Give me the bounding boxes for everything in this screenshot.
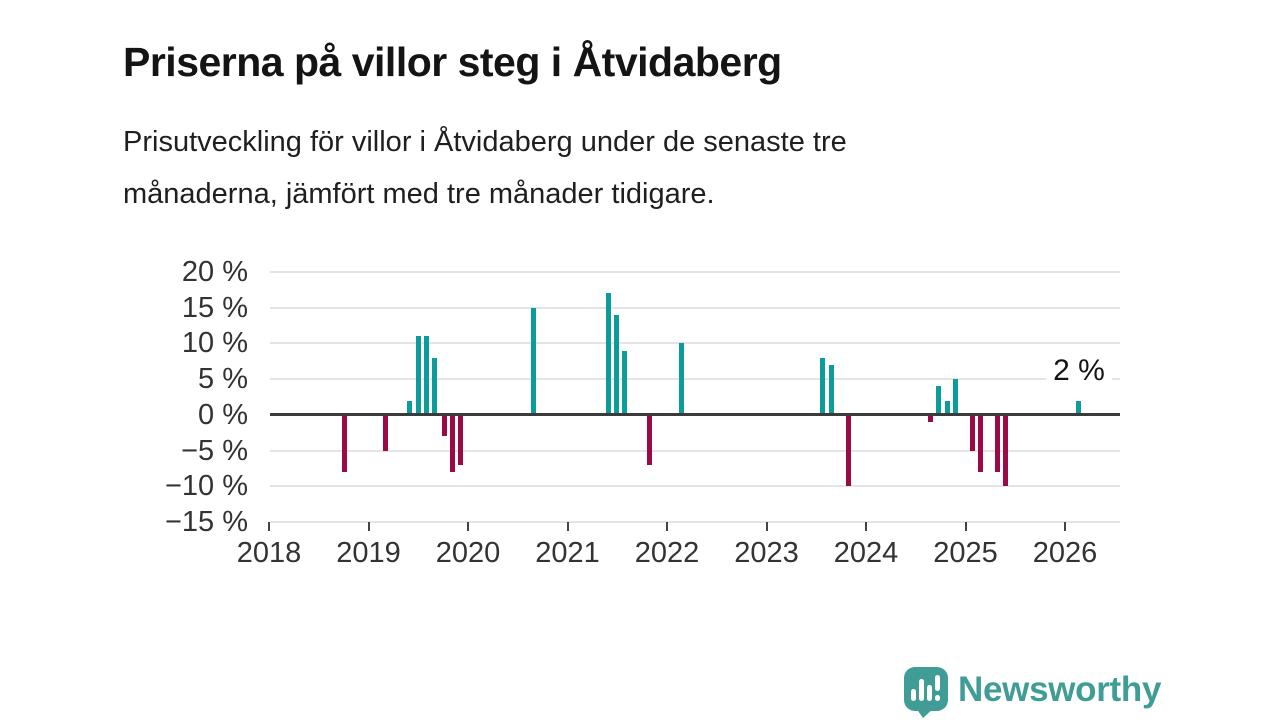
zero-baseline bbox=[270, 413, 1120, 417]
x-tick-label: 2020 bbox=[435, 537, 501, 569]
bar-positive bbox=[953, 379, 959, 415]
bar-positive bbox=[605, 293, 611, 415]
x-tick-label: 2021 bbox=[535, 537, 600, 569]
bar-negative bbox=[342, 414, 348, 472]
bar-positive bbox=[945, 400, 951, 415]
bar-negative bbox=[457, 414, 463, 465]
bar-positive bbox=[679, 343, 685, 415]
bar-positive bbox=[621, 350, 627, 415]
x-axis-tick bbox=[765, 522, 768, 531]
x-tick-label: 2019 bbox=[336, 537, 401, 569]
bar-positive bbox=[415, 336, 421, 415]
x-tick-label: 2026 bbox=[1032, 537, 1098, 569]
bar-positive bbox=[406, 400, 412, 415]
bar-negative bbox=[994, 414, 1000, 472]
x-tick-label: 2023 bbox=[734, 537, 799, 569]
bar-negative bbox=[969, 414, 975, 451]
bar-positive bbox=[936, 386, 942, 415]
x-tick-label: 2024 bbox=[833, 537, 899, 569]
y-tick-label: −10 % bbox=[164, 470, 248, 503]
y-tick-label: 5 % bbox=[198, 363, 248, 396]
bar-positive bbox=[531, 307, 537, 415]
gridline bbox=[270, 485, 1120, 488]
bar-negative bbox=[449, 414, 455, 472]
bar-positive bbox=[819, 357, 825, 415]
y-tick-label: 10 % bbox=[181, 327, 248, 360]
x-tick-label: 2022 bbox=[634, 537, 700, 569]
page-subtitle: Prisutveckling för villor i Åtvidaberg u… bbox=[123, 116, 847, 220]
x-axis-tick bbox=[467, 522, 469, 531]
bar-negative bbox=[441, 414, 447, 437]
x-axis-tick bbox=[964, 522, 967, 531]
x-tick-label: 2025 bbox=[933, 537, 998, 569]
page-title: Priserna på villor steg i Åtvidaberg bbox=[123, 39, 782, 86]
y-tick-label: 20 % bbox=[181, 256, 248, 288]
x-axis-tick bbox=[666, 522, 668, 531]
x-axis-tick bbox=[865, 522, 867, 531]
bar-negative bbox=[646, 414, 652, 465]
x-axis-tick bbox=[566, 522, 569, 531]
gridline bbox=[270, 271, 1120, 273]
gridline bbox=[270, 306, 1120, 309]
gridline bbox=[270, 521, 1120, 523]
bar-negative bbox=[1002, 414, 1008, 487]
gridline bbox=[270, 449, 1120, 452]
bar-negative bbox=[928, 414, 934, 422]
bar-positive bbox=[423, 336, 429, 415]
bar-negative bbox=[382, 414, 388, 451]
y-tick-label: 0 % bbox=[198, 398, 248, 431]
x-axis-tick bbox=[367, 522, 370, 531]
bar-positive bbox=[431, 357, 437, 415]
y-tick-label: 15 % bbox=[181, 291, 248, 324]
y-tick-label: −15 % bbox=[164, 506, 248, 538]
subtitle-line-1: Prisutveckling för villor i Åtvidaberg u… bbox=[123, 126, 847, 158]
x-axis-tick bbox=[268, 522, 270, 531]
latest-value-label: 2 % bbox=[1046, 353, 1112, 390]
x-axis-tick bbox=[1064, 522, 1066, 531]
bar-positive bbox=[613, 314, 619, 415]
newsworthy-speech-bubble-chart-icon bbox=[904, 667, 948, 718]
bar-positive bbox=[1076, 400, 1082, 415]
bar-negative bbox=[845, 414, 851, 487]
bar-negative bbox=[977, 414, 983, 472]
y-tick-label: −5 % bbox=[181, 434, 248, 467]
bar-positive bbox=[828, 364, 834, 415]
gridline bbox=[270, 342, 1120, 345]
subtitle-line-2: månaderna, jämfört med tre månader tidig… bbox=[123, 178, 715, 210]
x-tick-label: 2018 bbox=[236, 537, 302, 569]
newsworthy-brand-name: Newsworthy bbox=[958, 670, 1162, 709]
gridline bbox=[270, 378, 1120, 381]
